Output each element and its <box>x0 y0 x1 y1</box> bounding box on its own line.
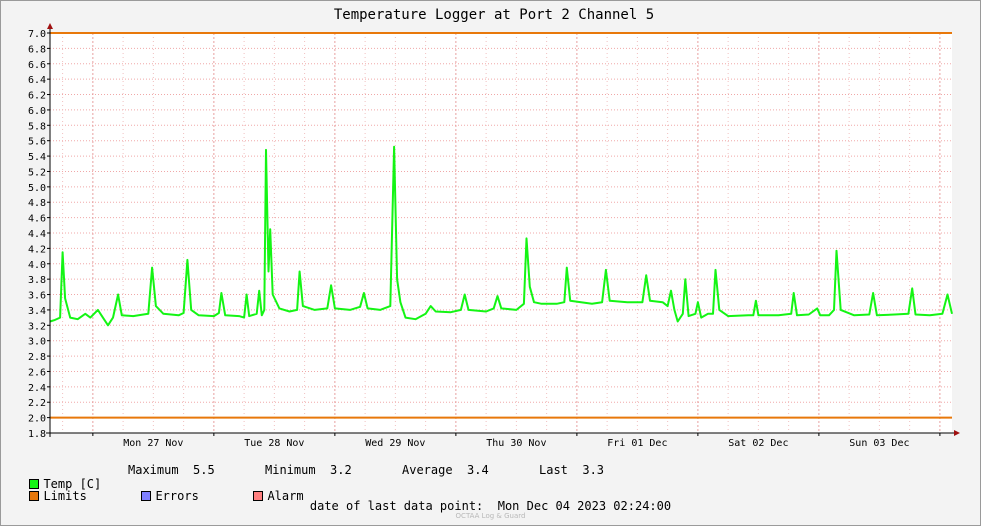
temp-series-line <box>49 145 953 327</box>
y-tick-label: 3.0 <box>28 337 46 348</box>
y-tick-label: 5.6 <box>28 137 46 148</box>
x-axis-arrow <box>954 430 960 436</box>
y-tick-label: 5.4 <box>28 152 46 163</box>
stat-minimum: Minimum 3.2 <box>265 463 352 477</box>
stat-average: Average 3.4 <box>402 463 489 477</box>
y-tick-label: 2.0 <box>28 414 46 425</box>
x-tick-label: Thu 30 Nov <box>486 438 546 449</box>
y-tick-label: 4.8 <box>28 198 46 209</box>
legend-alarm-label: Alarm <box>267 489 304 503</box>
y-tick-label: 6.8 <box>28 44 46 55</box>
temperature-chart: Temperature Logger at Port 2 Channel 5 1… <box>28 7 960 449</box>
legend-temp: Temp [C] <box>15 463 101 491</box>
stat-last: Last 3.3 <box>539 463 604 477</box>
x-tick-label: Mon 27 Nov <box>123 438 183 449</box>
limits-swatch <box>29 491 40 501</box>
y-tick-label: 6.2 <box>28 91 46 102</box>
watermark: OCTAA Log & Guard <box>455 512 526 520</box>
y-tick-label: 6.6 <box>28 60 46 71</box>
temp-swatch <box>29 479 40 489</box>
legend-temp-label: Temp [C] <box>43 477 102 491</box>
stat-max-label: Maximum <box>128 463 179 477</box>
y-tick-label: 7.0 <box>28 29 46 40</box>
x-tick-label: Sat 02 Dec <box>728 438 788 449</box>
y-tick-label: 6.4 <box>28 75 46 86</box>
stat-min-value: 3.2 <box>330 463 352 477</box>
legend-errors: Errors <box>127 475 199 503</box>
x-tick-label: Fri 01 Dec <box>607 438 667 449</box>
x-tick-label: Sun 03 Dec <box>849 438 909 449</box>
y-tick-label: 4.0 <box>28 260 46 271</box>
y-tick-label: 5.8 <box>28 121 46 132</box>
alarm-swatch <box>253 491 264 501</box>
y-tick-label: 2.4 <box>28 383 46 394</box>
stat-maximum: Maximum 5.5 <box>128 463 215 477</box>
stat-min-label: Minimum <box>265 463 316 477</box>
stat-last-value: 3.3 <box>582 463 605 477</box>
y-tick-label: 6.0 <box>28 106 46 117</box>
y-tick-label: 3.2 <box>28 321 46 332</box>
stat-avg-value: 3.4 <box>467 463 489 477</box>
y-tick-label: 3.4 <box>28 306 46 317</box>
legend-limits: Limits <box>15 475 87 503</box>
legend-errors-label: Errors <box>155 489 199 503</box>
y-tick-label: 3.8 <box>28 275 46 286</box>
y-tick-label: 2.6 <box>28 367 46 378</box>
stat-last-label: Last <box>539 463 568 477</box>
x-tick-label: Wed 29 Nov <box>365 438 425 449</box>
stat-max-value: 5.5 <box>193 463 215 477</box>
stat-avg-label: Average <box>402 463 453 477</box>
y-tick-label: 3.6 <box>28 291 46 302</box>
y-tick-label: 5.2 <box>28 167 46 178</box>
y-tick-label: 4.4 <box>28 229 46 240</box>
y-axis-arrow <box>47 23 53 29</box>
y-tick-label: 2.8 <box>28 352 46 363</box>
y-tick-label: 4.2 <box>28 244 46 255</box>
y-tick-label: 2.2 <box>28 398 46 409</box>
x-tick-label: Tue 28 Nov <box>244 438 304 449</box>
legend-alarm: Alarm <box>239 475 304 503</box>
last-data-point: date of last data point: Mon Dec 04 2023… <box>309 499 672 513</box>
y-tick-label: 5.0 <box>28 183 46 194</box>
errors-swatch <box>141 491 152 501</box>
chart-title: Temperature Logger at Port 2 Channel 5 <box>334 7 654 23</box>
y-tick-label: 1.8 <box>28 429 46 440</box>
y-tick-label: 4.6 <box>28 214 46 225</box>
legend-limits-label: Limits <box>43 489 87 503</box>
